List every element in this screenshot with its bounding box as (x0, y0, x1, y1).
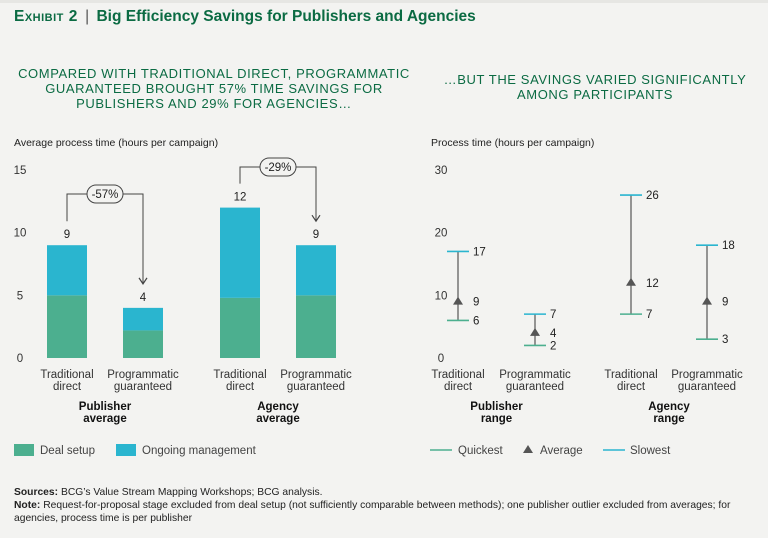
left-group-label: Publisher average (79, 401, 132, 425)
left-group-label: Agency average (256, 401, 299, 425)
right-group-label: Agency range (648, 401, 690, 425)
bar-ongoing-management (123, 307, 163, 331)
right-y-tick-label: 0 (438, 353, 444, 365)
left-y-axis-label: Average process time (hours per campaign… (14, 137, 218, 149)
exhibit-title: Exhibit 2 | Big Efficiency Savings for P… (14, 8, 476, 26)
left-y-tick-label: 5 (17, 290, 23, 302)
legend-label-deal-setup: Deal setup (40, 445, 95, 457)
bar-deal-setup (47, 295, 87, 358)
legend-swatch-average (523, 445, 533, 453)
left-y-tick-label: 0 (17, 353, 23, 365)
left-category-label: Traditional direct (213, 369, 266, 393)
slowest-value-label: 26 (646, 190, 659, 202)
left-panel-subtitle: COMPARED WITH TRADITIONAL DIRECT, PROGRA… (18, 66, 410, 111)
average-value-label: 4 (550, 328, 557, 340)
average-marker (453, 296, 463, 305)
legend-label-quickest: Quickest (458, 445, 504, 457)
bar-deal-setup (296, 295, 336, 358)
title-separator: | (85, 8, 90, 25)
charts-canvas: Average process time (hours per campaign… (14, 137, 743, 457)
average-marker (702, 296, 712, 305)
exhibit-number: Exhibit 2 (14, 8, 78, 25)
average-value-label: 12 (646, 278, 659, 290)
average-value-label: 9 (473, 297, 479, 309)
legend-label-slowest: Slowest (630, 445, 671, 457)
right-panel-subtitle: …BUT THE SAVINGS VARIED SIGNIFICANTLY AM… (443, 72, 747, 102)
right-y-tick-label: 20 (435, 228, 448, 240)
right-category-label: Programmatic guaranteed (499, 369, 571, 393)
bar-total-label: 9 (64, 229, 70, 241)
publisher-savings-pill (86, 184, 124, 204)
note-line: Note: Request-for-proposal stage exclude… (14, 499, 754, 525)
sources-text: BCG’s Value Stream Mapping Workshops; BC… (60, 487, 323, 498)
quickest-value-label: 2 (550, 340, 556, 352)
footer: Sources: BCG’s Value Stream Mapping Work… (14, 486, 754, 525)
legend-swatch-ongoing-management (116, 444, 136, 456)
sources-line: Sources: BCG’s Value Stream Mapping Work… (14, 486, 754, 499)
bar-total-label: 4 (140, 292, 147, 304)
legend-label-ongoing-management: Ongoing management (142, 445, 257, 457)
note-label: Note: (14, 500, 41, 511)
publisher-savings-label: -57% (92, 189, 119, 201)
left-category-label: Programmatic guaranteed (280, 369, 352, 393)
average-marker (626, 277, 636, 286)
legend-label-average: Average (540, 445, 583, 457)
slowest-value-label: 18 (722, 240, 735, 252)
legend-swatch-deal-setup (14, 444, 34, 456)
note-text: Request-for-proposal stage excluded from… (14, 500, 731, 524)
right-y-tick-label: 30 (435, 165, 448, 177)
agency-savings-pill (259, 157, 297, 177)
quickest-value-label: 3 (722, 334, 728, 346)
right-y-tick-label: 10 (435, 290, 448, 302)
average-value-label: 9 (722, 297, 728, 309)
agency-savings-label: -29% (265, 162, 292, 174)
bar-ongoing-management (220, 207, 260, 298)
right-category-label: Programmatic guaranteed (671, 369, 743, 393)
slowest-value-label: 17 (473, 246, 486, 258)
bar-deal-setup (220, 297, 260, 358)
bar-deal-setup (123, 330, 163, 358)
quickest-value-label: 7 (646, 309, 652, 321)
left-category-label: Programmatic guaranteed (107, 369, 179, 393)
left-y-tick-label: 15 (14, 165, 27, 177)
right-group-label: Publisher range (470, 401, 523, 425)
exhibit-title-text: Big Efficiency Savings for Publishers an… (96, 8, 476, 25)
quickest-value-label: 6 (473, 315, 479, 327)
left-category-label: Traditional direct (40, 369, 93, 393)
right-category-label: Traditional direct (431, 369, 484, 393)
average-marker (530, 327, 540, 336)
right-y-axis-label: Process time (hours per campaign) (431, 137, 594, 149)
bar-total-label: 12 (234, 192, 247, 204)
sources-label: Sources: (14, 487, 59, 498)
publisher-savings-arrowhead (138, 277, 148, 285)
left-y-tick-label: 10 (14, 228, 27, 240)
right-category-label: Traditional direct (604, 369, 657, 393)
top-border (0, 0, 768, 3)
bar-total-label: 9 (313, 229, 319, 241)
slowest-value-label: 7 (550, 309, 556, 321)
bar-ongoing-management (296, 245, 336, 296)
agency-savings-arrowhead (311, 214, 321, 223)
bar-ongoing-management (47, 245, 87, 296)
